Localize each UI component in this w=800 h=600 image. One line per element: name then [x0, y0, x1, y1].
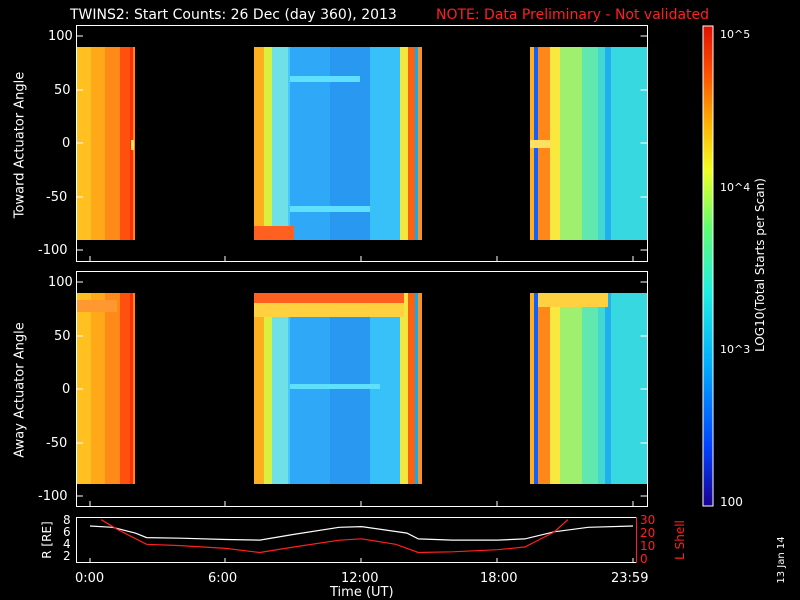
- r-ytick: 6: [63, 525, 71, 539]
- r-ylabel: R [RE]: [40, 521, 54, 559]
- away-ytick: 100: [48, 275, 73, 290]
- away-ytick: -100: [38, 489, 68, 504]
- date-stamp: 13 Jan 14: [776, 536, 787, 584]
- r-ytick: 8: [63, 513, 71, 527]
- colorbar-tick: 10^3: [720, 343, 751, 356]
- toward-ytick: 50: [54, 83, 71, 98]
- xtick: 6:00: [208, 571, 238, 586]
- toward-ytick: -100: [38, 243, 68, 258]
- lshell-ytick: 0: [640, 552, 648, 566]
- l-shell-line: [100, 519, 569, 554]
- r-ytick: 4: [63, 537, 71, 551]
- orbit-axes: [76, 517, 637, 563]
- toward-ylabel: Toward Actuator Angle: [12, 71, 28, 219]
- lshell-ytick: 20: [640, 526, 656, 540]
- toward-axes: [76, 25, 648, 262]
- away-axes: [76, 271, 648, 507]
- toward-ytick: -50: [46, 190, 68, 205]
- toward-heatmap: [77, 47, 647, 240]
- colorbar-label: LOG10(Total Starts per Scan): [753, 178, 767, 352]
- colorbar-tick: 10^5: [720, 28, 751, 41]
- preliminary-note: NOTE: Data Preliminary - Not validated: [436, 7, 710, 23]
- away-ytick: 0: [62, 382, 71, 397]
- r-distance-line: [89, 525, 634, 541]
- away-ytick: 50: [54, 329, 71, 344]
- away-ytick: -50: [46, 436, 68, 451]
- toward-ytick: 100: [48, 29, 73, 44]
- xlabel: Time (UT): [330, 585, 394, 600]
- colorbar-tick: 100: [720, 495, 743, 509]
- lshell-ylabel: L Shell: [673, 520, 687, 560]
- chart-title: TWINS2: Start Counts: 26 Dec (day 360), …: [70, 7, 397, 23]
- away-heatmap: [77, 293, 647, 484]
- away-ylabel: Away Actuator Angle: [12, 322, 28, 458]
- colorbar-tick: 10^4: [720, 181, 751, 194]
- xtick: 23:59: [611, 571, 649, 586]
- xtick: 0:00: [75, 571, 105, 586]
- lshell-ytick: 30: [640, 513, 656, 527]
- xtick: 12:00: [341, 571, 379, 586]
- lshell-ytick: 10: [640, 539, 656, 553]
- r-ytick: 2: [63, 549, 71, 563]
- xtick: 18:00: [480, 571, 518, 586]
- colorbar: [702, 25, 714, 507]
- toward-ytick: 0: [62, 136, 71, 151]
